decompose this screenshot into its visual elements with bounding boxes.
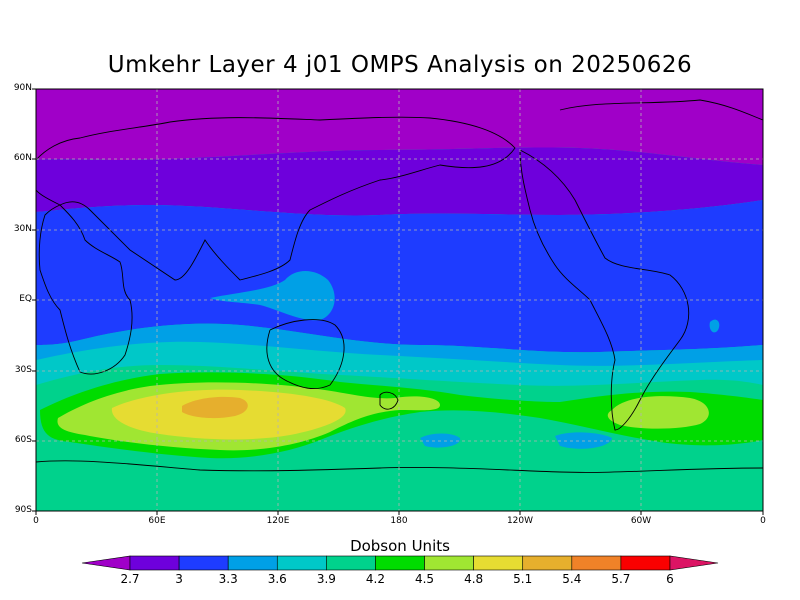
ytick-label: 60N: [13, 153, 32, 163]
colorbar-arrow-low: [81, 555, 131, 571]
colorbar-swatch: [178, 555, 229, 571]
xtick-label: 120W: [506, 516, 534, 526]
colorbar-swatch: [522, 555, 573, 571]
band-5-4: [182, 396, 248, 419]
colorbar-swatch: [424, 555, 474, 571]
coastlines: [36, 99, 763, 473]
ytick-label: EQ: [19, 294, 32, 304]
colorbar-swatch: [276, 555, 327, 571]
colorbar: [81, 555, 719, 571]
band-3-0: [36, 147, 763, 216]
colorbar-label: 3.9: [316, 572, 336, 586]
xtick-label: 0: [33, 516, 39, 526]
ytick-label: 90N: [13, 83, 32, 93]
colorbar-swatch: [227, 555, 278, 571]
colorbar-swatch: [375, 555, 425, 571]
colorbar-label: 5.4: [562, 572, 582, 586]
colorbar-swatch: [326, 555, 376, 571]
ytick-label: 90S: [14, 505, 32, 515]
ozone-field: [36, 89, 763, 511]
colorbar-swatch: [473, 555, 524, 571]
colorbar-label: 2.7: [120, 572, 140, 586]
colorbar-label: 4.5: [414, 572, 435, 586]
colorbar-label: 4.8: [464, 572, 484, 586]
xtick-label: 180: [390, 516, 408, 526]
band-3-3: [36, 200, 763, 353]
xtick-label: 60E: [148, 516, 166, 526]
colorbar-label: 3.6: [267, 572, 287, 586]
map-title: Umkehr Layer 4 j01 OMPS Analysis on 2025…: [107, 52, 693, 78]
west-pacific-blob: [210, 271, 335, 321]
colorbar-label: 5.1: [513, 572, 533, 586]
ytick-label: 30S: [14, 365, 32, 375]
ytick-label: 30N: [13, 224, 32, 234]
colorbar-swatch: [571, 555, 622, 571]
colorbar-label: 3.3: [218, 572, 238, 586]
colorbar-label: 5.7: [611, 572, 631, 586]
ytick-label: 60S: [14, 435, 32, 445]
colorbar-title: Dobson Units: [350, 537, 450, 555]
colorbar-swatch: [129, 555, 180, 571]
colorbar-label: 4.2: [365, 572, 385, 586]
colorbar-arrow-high: [669, 555, 719, 571]
xtick-label: 0: [760, 516, 766, 526]
xtick-label: 60W: [630, 516, 652, 526]
colorbar-label: 3: [175, 572, 183, 586]
colorbar-swatch: [620, 555, 671, 571]
xtick-label: 120E: [266, 516, 290, 526]
colorbar-label: 6: [666, 572, 674, 586]
north-band-2p7: [36, 89, 763, 165]
grid: [36, 89, 763, 511]
